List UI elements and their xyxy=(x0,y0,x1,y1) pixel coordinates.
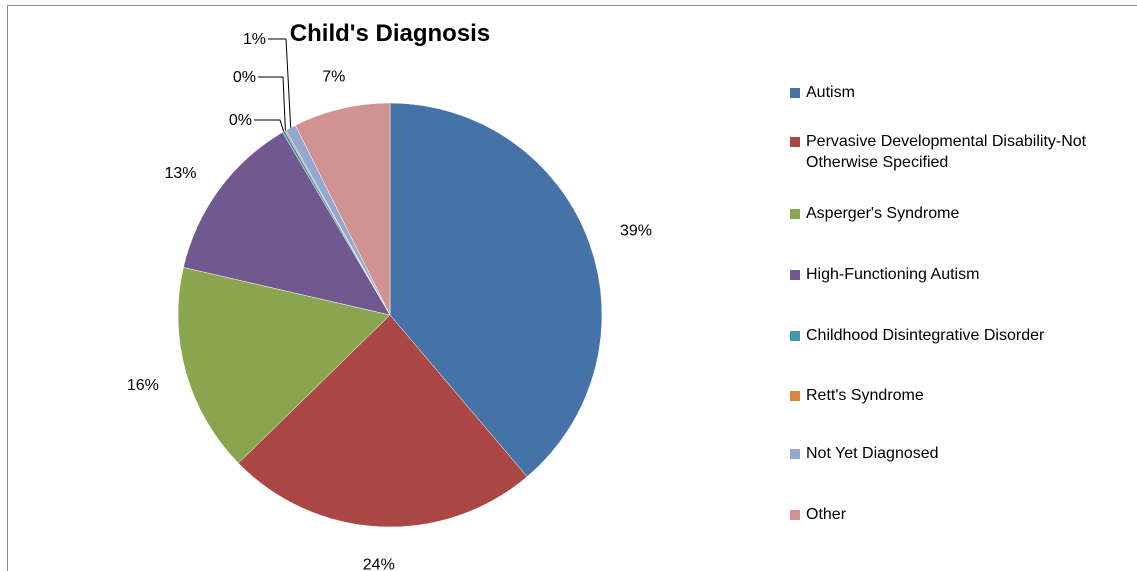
legend-swatch xyxy=(790,449,800,459)
legend-item-autism: Autism xyxy=(790,82,1135,103)
slice-label-childhood-disintegrative-disorder: 0% xyxy=(229,112,252,129)
leader-line-not-yet-diagnosed xyxy=(268,38,292,128)
legend-label: High-Functioning Autism xyxy=(806,266,980,283)
legend-item-not-yet-diagnosed: Not Yet Diagnosed xyxy=(790,443,1135,464)
legend-item-other: Other xyxy=(790,504,1135,525)
legend-label: Autism xyxy=(806,84,855,101)
leader-line-childhood-disintegrative-disorder xyxy=(254,119,285,132)
pie-slices xyxy=(177,102,603,528)
legend-item-high-functioning-autism: High-Functioning Autism xyxy=(790,264,1135,285)
legend-item-pdd-nos: Pervasive Developmental Disability-Not O… xyxy=(790,131,1135,173)
legend-swatch xyxy=(790,270,800,280)
legend-item-retts-syndrome: Rett's Syndrome xyxy=(790,385,1135,406)
slice-label-other: 7% xyxy=(322,69,345,86)
slice-labels: 39% 24% 16% 13% 0% 0% 1% 7% xyxy=(127,31,652,571)
slice-label-asperger-s-syndrome: 16% xyxy=(127,377,159,394)
legend-swatch xyxy=(790,137,800,147)
legend-swatch xyxy=(790,88,800,98)
legend-swatch xyxy=(790,209,800,219)
slice-label-not-yet-diagnosed: 1% xyxy=(243,31,266,48)
legend-label: Pervasive Developmental Disability-Not O… xyxy=(806,133,1087,171)
pie-slice-other xyxy=(295,102,391,316)
legend-label: Not Yet Diagnosed xyxy=(806,445,939,462)
legend-swatch xyxy=(790,510,800,520)
pie-slice-asperger-s-syndrome xyxy=(177,267,391,464)
pie-slice-high-functioning-autism xyxy=(183,131,391,316)
legend-swatch xyxy=(790,391,800,401)
legend-label: Asperger's Syndrome xyxy=(806,205,960,222)
leader-lines xyxy=(254,38,292,132)
slice-label-pervasive-developmental-disability-not-otherwise-specified: 24% xyxy=(363,557,395,571)
legend-label: Childhood Disintegrative Disorder xyxy=(806,327,1045,344)
slice-label-autism: 39% xyxy=(620,223,652,240)
slice-label-rett-s-syndrome: 0% xyxy=(233,69,256,86)
slice-label-high-functioning-autism: 13% xyxy=(164,165,196,182)
legend-label: Other xyxy=(806,506,847,523)
leader-line-rett-s-syndrome xyxy=(258,76,286,131)
legend-swatch xyxy=(790,331,800,341)
legend-item-aspergers: Asperger's Syndrome xyxy=(790,203,1135,224)
legend-label: Rett's Syndrome xyxy=(806,387,924,404)
chart-title: Child's Diagnosis xyxy=(289,20,491,47)
pie-slice-autism xyxy=(389,102,603,478)
legend-item-childhood-disintegrative-disorder: Childhood Disintegrative Disorder xyxy=(790,325,1135,346)
pie-slice-pervasive-developmental-disability-not-otherwise-specified xyxy=(237,314,528,528)
